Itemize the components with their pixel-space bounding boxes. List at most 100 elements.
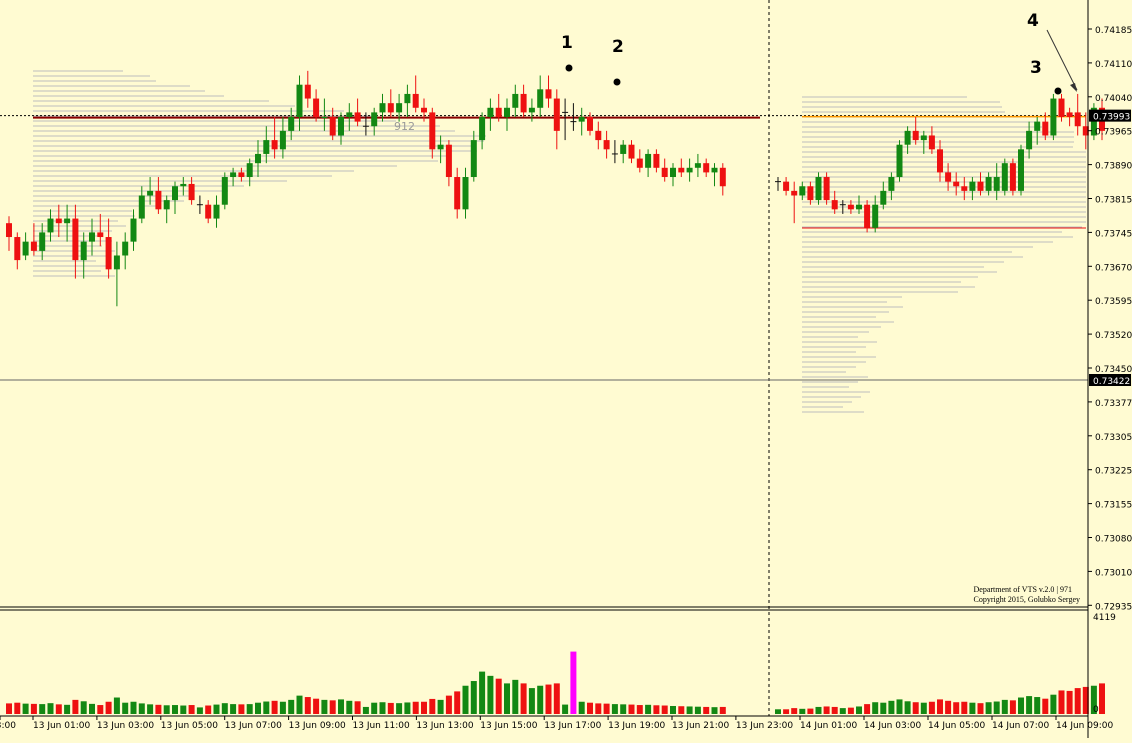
volume-bar bbox=[55, 704, 62, 714]
annotation-2: 2 bbox=[612, 37, 624, 57]
volume-bar bbox=[354, 701, 361, 714]
candle-body bbox=[97, 232, 104, 238]
candle-body bbox=[587, 117, 593, 131]
volume-bar bbox=[969, 702, 976, 714]
volume-bar bbox=[537, 685, 544, 714]
candle-body bbox=[14, 237, 21, 261]
volume-bar bbox=[321, 699, 328, 714]
volume-bar bbox=[396, 703, 403, 714]
candle-body bbox=[155, 190, 162, 210]
candle-body bbox=[603, 140, 610, 150]
volume-bar bbox=[238, 704, 245, 714]
volume-bar bbox=[961, 701, 968, 714]
candle-body bbox=[180, 183, 187, 187]
annotation-arrow-line bbox=[1046, 29, 1078, 91]
candle-body bbox=[72, 218, 79, 261]
candle-body bbox=[595, 130, 602, 141]
candle-body bbox=[130, 218, 137, 242]
volume-bar bbox=[1018, 697, 1024, 714]
candle-body bbox=[847, 204, 854, 210]
candle-body bbox=[246, 163, 253, 178]
candle-body bbox=[1001, 163, 1008, 191]
time-tick-label: 13 Jun 19:00 bbox=[608, 721, 665, 731]
volume-bar bbox=[47, 703, 54, 714]
volume-bar bbox=[1009, 700, 1016, 714]
candle-body bbox=[537, 89, 544, 108]
candle-body bbox=[404, 93, 411, 104]
candle-body bbox=[89, 232, 95, 242]
volume-bar bbox=[603, 703, 610, 714]
time-tick-label: 13 Jun 07:00 bbox=[225, 721, 282, 731]
candle-body bbox=[961, 186, 968, 191]
current-price-tag bbox=[1089, 109, 1131, 122]
price-tick-label: 0.73890 bbox=[1095, 162, 1132, 172]
candle-body bbox=[213, 204, 220, 219]
volume-bar bbox=[1058, 690, 1065, 714]
candle-body bbox=[694, 163, 701, 168]
annotation-1: 1 bbox=[561, 33, 573, 53]
current-price-label: 0.73993 bbox=[1093, 113, 1130, 123]
price-tick-label: 0.73670 bbox=[1095, 263, 1132, 273]
candle-body bbox=[172, 186, 178, 201]
candle-body bbox=[421, 107, 427, 113]
volume-bar bbox=[1050, 694, 1057, 714]
volume-bar bbox=[379, 702, 386, 714]
volume-bar bbox=[454, 691, 461, 714]
candle-body bbox=[122, 241, 129, 256]
price-tick-label: 0.73815 bbox=[1095, 196, 1132, 206]
candle-body bbox=[296, 84, 303, 118]
volume-bar bbox=[1074, 688, 1081, 714]
candle-body bbox=[831, 200, 838, 210]
volume-bar bbox=[839, 708, 846, 714]
volume-bar bbox=[105, 701, 112, 714]
volume-bar bbox=[362, 706, 369, 714]
candle-body bbox=[346, 112, 353, 118]
candle-body bbox=[329, 117, 336, 136]
volume-bar bbox=[147, 704, 154, 714]
candle-body bbox=[993, 177, 1000, 191]
candle-body bbox=[807, 186, 814, 201]
volume-bar bbox=[163, 705, 170, 714]
candle-body bbox=[30, 241, 37, 251]
volume-bar bbox=[263, 701, 270, 714]
volume-bar bbox=[462, 685, 469, 714]
volume-bar bbox=[130, 701, 137, 714]
time-tick-label: 13 Jun 11:00 bbox=[353, 721, 410, 731]
volume-bar bbox=[205, 705, 212, 714]
volume-bar bbox=[1034, 697, 1041, 714]
volume-bar bbox=[783, 709, 790, 714]
candle-body bbox=[928, 135, 935, 150]
volume-bar bbox=[97, 705, 104, 714]
volume-bar bbox=[14, 702, 21, 714]
credit-line-2: Copyright 2015, Golubko Sergey bbox=[973, 595, 1080, 604]
price-tick-label: 0.74110 bbox=[1095, 60, 1132, 70]
candle-body bbox=[1018, 149, 1024, 191]
volume-bar bbox=[138, 703, 145, 714]
candle-body bbox=[387, 103, 394, 113]
volume-bar bbox=[429, 698, 436, 714]
candle-body bbox=[945, 172, 952, 182]
annotation-dot-3 bbox=[1054, 87, 1062, 95]
volume-bar bbox=[221, 703, 228, 714]
candle-body bbox=[678, 167, 685, 173]
candle-body bbox=[396, 103, 403, 113]
candle-body bbox=[719, 167, 726, 187]
volume-bar bbox=[928, 701, 935, 714]
candle-body bbox=[904, 130, 911, 145]
volume-bar bbox=[180, 705, 187, 714]
volume-bar bbox=[620, 704, 627, 714]
annotation-arrow-head bbox=[1070, 83, 1077, 92]
candle-body bbox=[504, 107, 510, 118]
candle-body bbox=[354, 112, 361, 122]
chart-lines bbox=[0, 0, 1088, 716]
volume-bar bbox=[847, 707, 854, 714]
candle-body bbox=[279, 130, 286, 150]
candle-body bbox=[271, 140, 278, 150]
volume-bar bbox=[412, 701, 419, 714]
candle-body bbox=[263, 140, 270, 154]
candle-body bbox=[888, 177, 895, 191]
candle-body bbox=[969, 181, 976, 191]
volume-bar bbox=[1082, 686, 1089, 714]
